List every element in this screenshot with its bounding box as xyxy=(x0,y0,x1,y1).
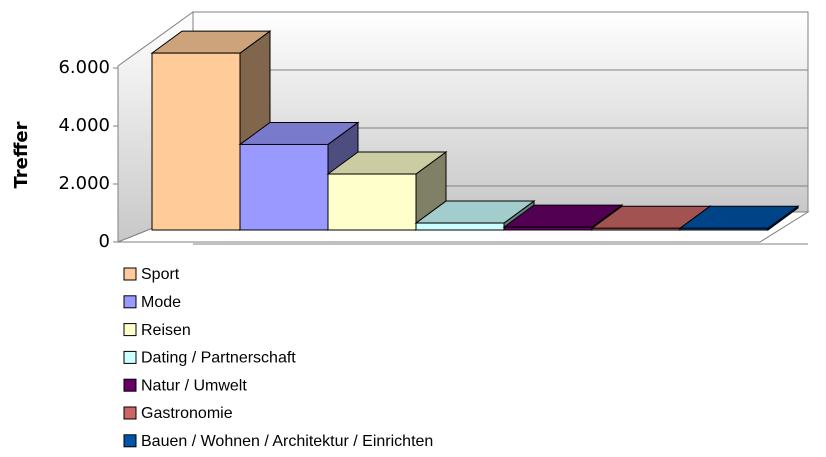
legend-swatch xyxy=(123,406,137,420)
legend-swatch xyxy=(123,378,137,392)
bar-front xyxy=(415,222,505,231)
y-tick-label: 2.000 xyxy=(58,173,110,194)
legend-label: Dating / Partnerschaft xyxy=(141,350,296,367)
y-tick-label: 0 xyxy=(99,231,110,252)
legend-swatch xyxy=(123,295,137,309)
legend-swatch xyxy=(123,323,137,337)
legend-label: Gastronomie xyxy=(141,405,233,422)
bar-front xyxy=(591,227,681,231)
y-tick-label: 4.000 xyxy=(58,115,110,136)
legend-label: Natur / Umwelt xyxy=(141,377,247,394)
legend-swatch xyxy=(123,267,137,281)
legend-label: Sport xyxy=(141,266,180,283)
y-axis-title: Treffer xyxy=(11,121,32,188)
bar xyxy=(678,205,800,231)
legend-label: Mode xyxy=(141,294,181,311)
legend-label: Bauen / Wohnen / Architektur / Einrichte… xyxy=(141,433,433,450)
bar-front xyxy=(503,226,593,231)
bar-front xyxy=(151,52,241,231)
legend-label: Reisen xyxy=(141,322,191,339)
bar-front xyxy=(327,173,417,231)
y-tick-label: 6.000 xyxy=(58,57,110,78)
legend-swatch xyxy=(123,350,137,364)
bar-front xyxy=(679,227,769,231)
legend-swatch xyxy=(123,434,137,448)
bar-front xyxy=(239,143,329,231)
